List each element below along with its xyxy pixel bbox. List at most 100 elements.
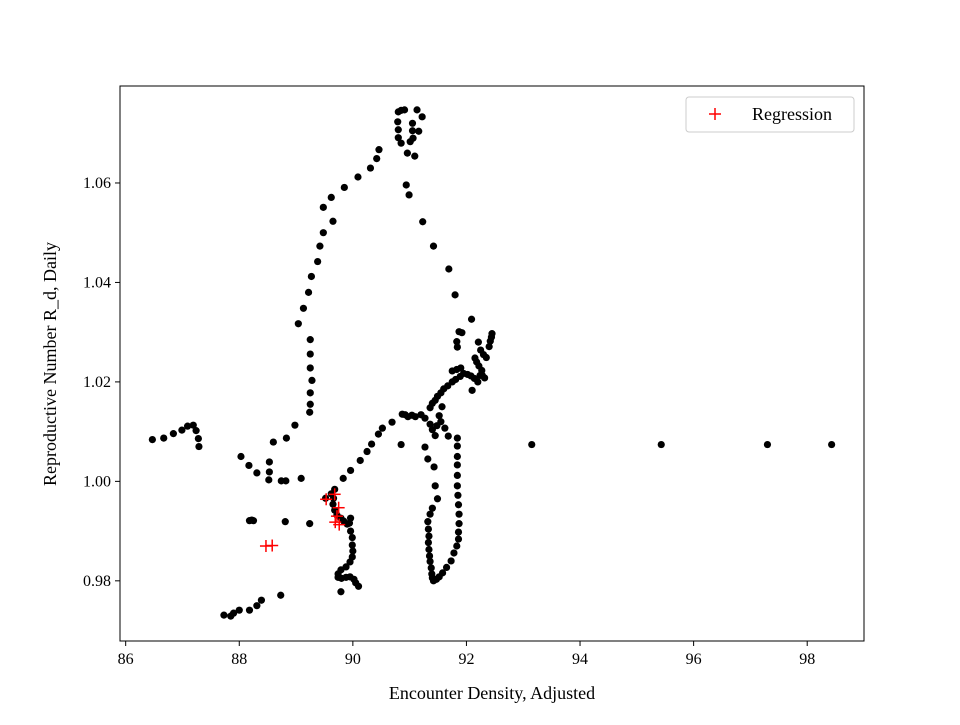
x-tick-label: 88	[231, 651, 247, 668]
data-point	[281, 518, 289, 526]
data-point	[346, 466, 355, 475]
legend-label-regression: Regression	[752, 104, 832, 124]
data-point	[192, 427, 200, 435]
data-point	[346, 527, 355, 535]
data-point	[418, 113, 426, 121]
data-point	[354, 582, 363, 590]
y-axis-label: Reproductive Number R_d, Daily	[40, 242, 60, 486]
data-point	[426, 510, 434, 518]
data-point	[415, 127, 423, 135]
data-point	[445, 265, 453, 273]
data-point	[453, 482, 461, 490]
data-point	[265, 468, 273, 476]
data-point	[421, 443, 429, 451]
data-point	[441, 424, 449, 432]
data-point	[425, 545, 433, 554]
legend-plus-marker	[709, 108, 721, 120]
data-point	[435, 412, 443, 420]
data-point	[453, 471, 461, 479]
data-point	[397, 139, 405, 147]
data-point	[306, 520, 314, 528]
data-point	[411, 152, 419, 160]
data-point	[454, 528, 463, 536]
data-point	[265, 476, 273, 484]
x-tick-label: 86	[118, 651, 134, 668]
regression-point	[266, 539, 279, 552]
data-point	[453, 542, 461, 550]
data-point	[306, 408, 314, 416]
data-point	[429, 242, 438, 250]
data-point	[363, 447, 371, 456]
data-point	[528, 440, 536, 449]
data-point	[453, 452, 461, 461]
data-point	[169, 430, 177, 438]
plot-area-frame	[119, 85, 865, 642]
data-point	[458, 329, 466, 337]
data-point	[406, 138, 414, 146]
data-point	[304, 288, 313, 296]
data-point	[329, 217, 337, 225]
data-point	[160, 434, 168, 442]
data-point	[468, 386, 476, 394]
data-point	[306, 389, 314, 397]
data-point	[421, 414, 429, 422]
data-point	[488, 330, 496, 338]
data-point	[319, 203, 327, 211]
data-point	[349, 547, 357, 555]
data-point	[374, 430, 383, 438]
data-point	[405, 191, 413, 199]
data-point	[424, 525, 432, 533]
data-point	[307, 272, 315, 281]
data-point	[474, 338, 482, 346]
data-point	[425, 552, 434, 560]
data-point	[419, 218, 427, 226]
data-point	[397, 440, 405, 449]
data-point	[424, 518, 432, 526]
data-point	[425, 532, 433, 540]
data-point	[148, 435, 156, 444]
data-point	[453, 434, 461, 442]
data-point	[253, 602, 261, 610]
data-point	[474, 378, 482, 386]
data-point	[291, 421, 299, 429]
data-point	[447, 557, 455, 565]
data-point	[235, 606, 243, 614]
data-point	[354, 173, 362, 181]
x-tick-label: 90	[345, 651, 361, 668]
x-axis-label: Encounter Density, Adjusted	[389, 683, 595, 703]
data-point	[306, 364, 314, 372]
data-point	[485, 342, 493, 351]
data-point	[316, 242, 324, 250]
data-point	[178, 426, 186, 434]
data-point	[189, 421, 197, 429]
data-point	[413, 106, 421, 114]
data-point	[430, 463, 438, 471]
data-point	[453, 461, 461, 469]
data-point	[297, 474, 305, 482]
data-point	[431, 432, 439, 440]
x-tick-label: 98	[799, 651, 815, 668]
data-point	[427, 564, 435, 572]
data-point	[438, 403, 446, 411]
data-point	[277, 591, 285, 599]
y-tick-label: 1.02	[83, 374, 111, 391]
data-point	[454, 501, 463, 509]
data-point	[403, 149, 411, 157]
data-point	[253, 469, 261, 477]
data-point	[453, 343, 461, 351]
data-point	[306, 400, 314, 408]
y-tick-label: 1.04	[83, 274, 111, 291]
x-tick-label: 96	[686, 651, 702, 668]
data-point	[340, 183, 348, 192]
data-point	[433, 495, 442, 503]
data-point	[282, 477, 290, 485]
data-point	[424, 455, 432, 463]
legend-marker-regression	[709, 108, 721, 120]
data-point	[194, 434, 202, 443]
regression-point	[330, 510, 343, 523]
data-point	[453, 442, 461, 450]
y-tick-label: 0.98	[83, 573, 111, 590]
data-point	[249, 517, 258, 525]
data-point	[828, 440, 836, 449]
data-point	[426, 557, 434, 566]
